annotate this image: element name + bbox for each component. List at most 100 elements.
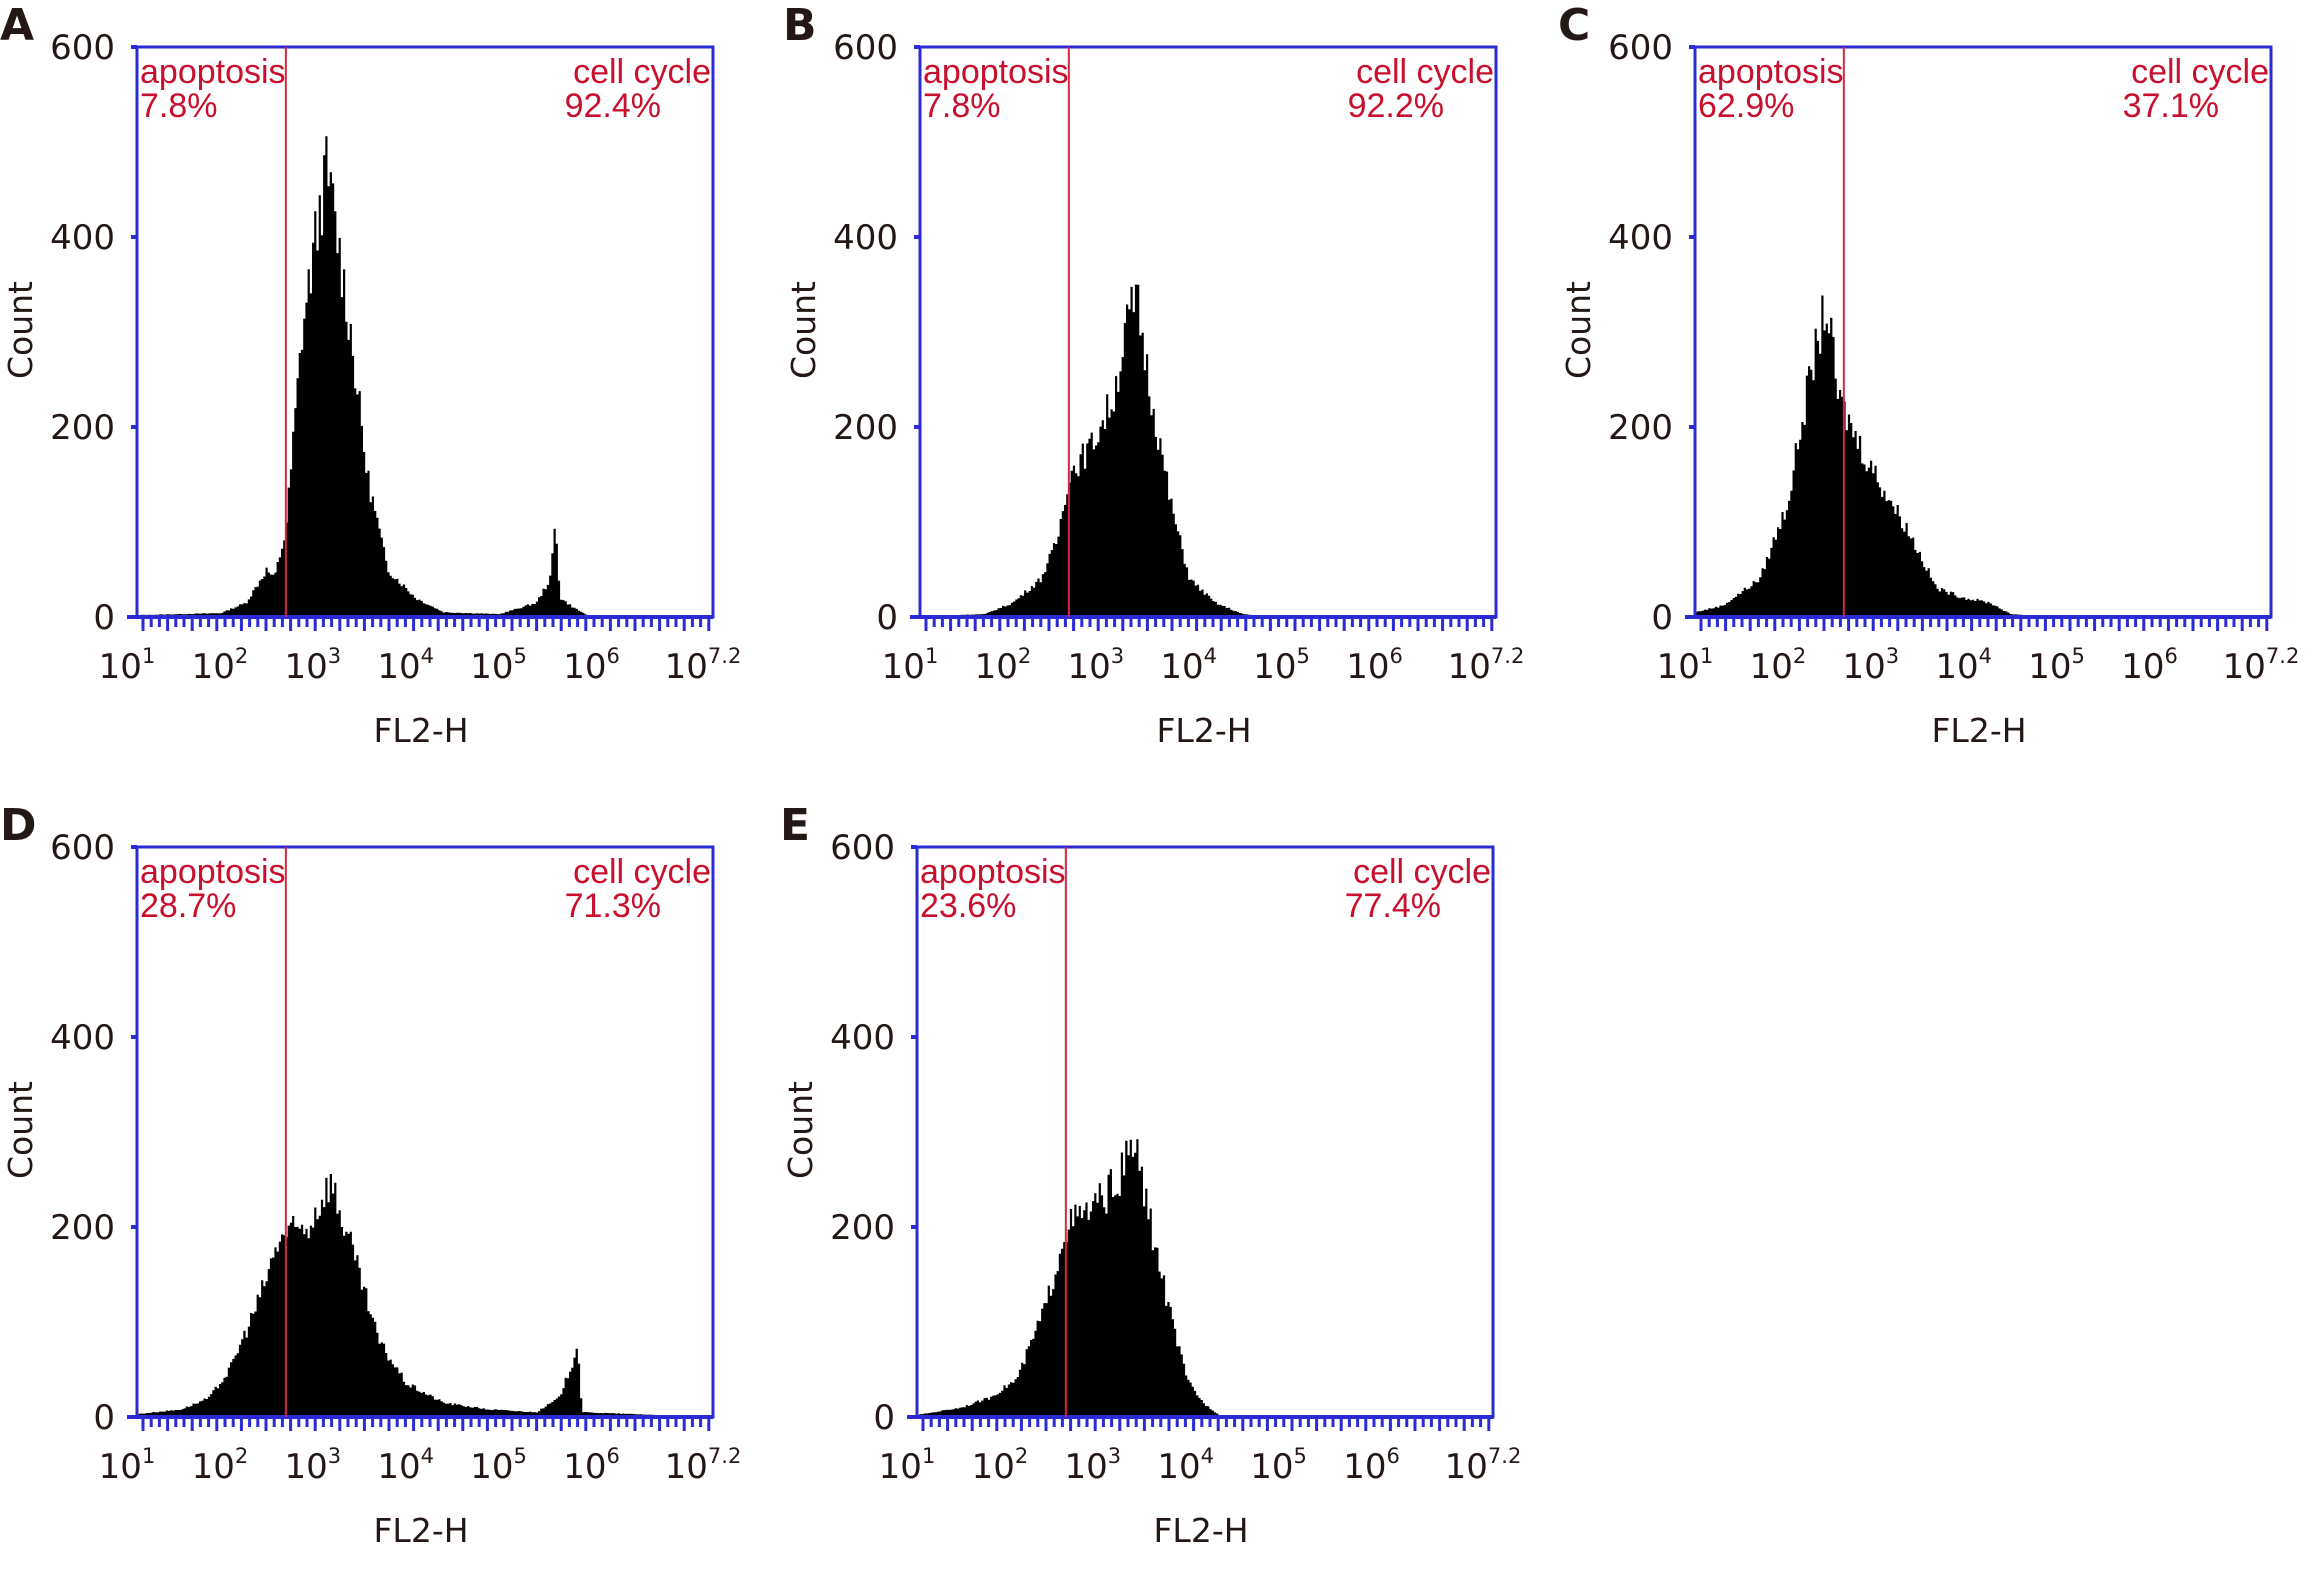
y-tick-label: 600 xyxy=(50,828,115,868)
x-tick-base: 10 xyxy=(1157,1447,1200,1487)
apoptosis-label: apoptosis xyxy=(923,53,1069,91)
panel-a: A 0 200 400 600 101 102 103 104 105 106 107.2 FL2-H C… xyxy=(0,0,780,780)
plot-frame xyxy=(135,845,715,1419)
x-tick-base: 10 xyxy=(2028,647,2071,687)
x-tick-base: 10 xyxy=(975,647,1018,687)
cell-cycle-label: cell cycle xyxy=(573,53,711,91)
x-tick-label: 106 xyxy=(1343,1444,1400,1487)
cell-cycle-percent: 77.4% xyxy=(1345,887,1441,925)
x-tick-exponent: 2 xyxy=(1015,1444,1028,1468)
x-tick-base: 10 xyxy=(882,647,925,687)
apoptosis-percent: 7.8% xyxy=(140,87,218,125)
x-tick-exponent: 4 xyxy=(421,1444,434,1468)
x-tick-exponent: 4 xyxy=(421,644,434,668)
y-tick-label: 600 xyxy=(1608,28,1673,68)
x-tick-label: 105 xyxy=(470,1444,527,1487)
x-tick-base: 10 xyxy=(99,647,142,687)
x-tick-label: 101 xyxy=(882,644,939,687)
x-tick-exponent: 7.2 xyxy=(1488,1444,1521,1468)
panel-c: C 0 200 400 600 101 102 103 104 105 106 107.2 FL2-H C… xyxy=(1558,0,2315,780)
x-tick-label: 102 xyxy=(972,1444,1029,1487)
x-tick-base: 10 xyxy=(879,1447,922,1487)
y-tick-label: 600 xyxy=(833,28,898,68)
x-axis-label: FL2-H xyxy=(1153,1511,1248,1550)
x-tick-exponent: 6 xyxy=(2164,644,2177,668)
x-tick-exponent: 7.2 xyxy=(2266,644,2299,668)
x-axis-label: FL2-H xyxy=(1156,711,1251,750)
x-tick-label: 105 xyxy=(2028,644,2085,687)
y-tick-label: 400 xyxy=(50,1018,115,1058)
cell-cycle-percent: 37.1% xyxy=(2123,87,2219,125)
panel-d: D 0 200 400 600 101 102 103 104 105 106 107.2 FL2-H C… xyxy=(0,800,780,1580)
x-tick-base: 10 xyxy=(1250,1447,1293,1487)
y-axis-label: Count xyxy=(784,281,823,379)
x-tick-label: 107.2 xyxy=(665,1444,742,1487)
x-tick-exponent: 1 xyxy=(925,644,938,668)
x-tick-base: 10 xyxy=(1160,647,1203,687)
x-tick-base: 10 xyxy=(284,647,327,687)
x-tick-base: 10 xyxy=(1343,1447,1386,1487)
x-tick-exponent: 3 xyxy=(328,1444,341,1468)
apoptosis-label: apoptosis xyxy=(140,853,286,891)
x-tick-exponent: 5 xyxy=(514,644,527,668)
x-tick-label: 104 xyxy=(377,1444,434,1487)
x-tick-label: 101 xyxy=(99,1444,156,1487)
plot-frame xyxy=(915,845,1495,1419)
x-tick-base: 10 xyxy=(377,1447,420,1487)
histogram-bars xyxy=(920,284,1496,617)
panel-letter: D xyxy=(0,800,37,851)
x-tick-label: 107.2 xyxy=(2223,644,2300,687)
y-tick-label: 200 xyxy=(833,408,898,448)
x-tick-label: 107.2 xyxy=(665,644,742,687)
x-tick-label: 106 xyxy=(563,644,620,687)
x-tick-exponent: 3 xyxy=(1886,644,1899,668)
apoptosis-percent: 62.9% xyxy=(1698,87,1794,125)
panel-letter: E xyxy=(780,800,810,851)
x-tick-label: 105 xyxy=(1250,1444,1307,1487)
x-tick-exponent: 6 xyxy=(1389,644,1402,668)
panel-letter: A xyxy=(0,0,34,51)
cell-cycle-label: cell cycle xyxy=(573,853,711,891)
x-tick-label: 105 xyxy=(470,644,527,687)
x-tick-label: 103 xyxy=(1842,644,1899,687)
histogram-bars xyxy=(1695,295,2271,617)
cell-cycle-percent: 92.2% xyxy=(1348,87,1444,125)
x-tick-exponent: 6 xyxy=(1386,1444,1399,1468)
panel-letter: C xyxy=(1558,0,1590,51)
x-tick-base: 10 xyxy=(1842,647,1885,687)
cell-cycle-percent: 92.4% xyxy=(565,87,661,125)
x-tick-exponent: 5 xyxy=(2072,644,2085,668)
x-axis-label: FL2-H xyxy=(1931,711,2026,750)
x-tick-base: 10 xyxy=(1750,647,1793,687)
x-axis-label: FL2-H xyxy=(373,711,468,750)
x-tick-label: 104 xyxy=(1935,644,1992,687)
y-tick-label: 200 xyxy=(1608,408,1673,448)
x-tick-label: 103 xyxy=(1064,1444,1121,1487)
x-tick-exponent: 6 xyxy=(606,1444,619,1468)
x-tick-label: 105 xyxy=(1253,644,1310,687)
y-tick-label: 400 xyxy=(1608,218,1673,258)
x-tick-base: 10 xyxy=(284,1447,327,1487)
x-tick-label: 106 xyxy=(2121,644,2178,687)
y-tick-label: 0 xyxy=(93,598,115,638)
x-tick-exponent: 7.2 xyxy=(1491,644,1524,668)
x-tick-exponent: 2 xyxy=(1793,644,1806,668)
panel-letter: B xyxy=(783,0,817,51)
x-tick-base: 10 xyxy=(1067,647,1110,687)
cell-cycle-percent: 71.3% xyxy=(565,887,661,925)
x-tick-exponent: 4 xyxy=(1201,1444,1214,1468)
y-tick-label: 400 xyxy=(833,218,898,258)
x-tick-exponent: 6 xyxy=(606,644,619,668)
x-tick-label: 102 xyxy=(192,644,249,687)
x-tick-base: 10 xyxy=(665,1447,708,1487)
x-tick-exponent: 4 xyxy=(1979,644,1992,668)
x-tick-exponent: 3 xyxy=(1108,1444,1121,1468)
x-tick-label: 102 xyxy=(1750,644,1807,687)
x-tick-exponent: 4 xyxy=(1204,644,1217,668)
x-tick-label: 101 xyxy=(99,644,156,687)
y-tick-label: 400 xyxy=(50,218,115,258)
x-tick-base: 10 xyxy=(1935,647,1978,687)
